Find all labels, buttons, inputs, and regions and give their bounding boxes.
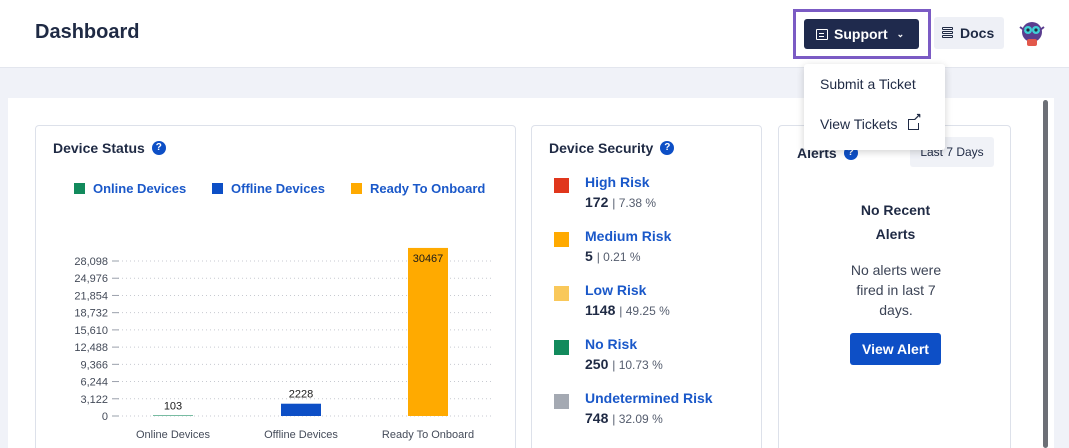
risk-swatch	[554, 178, 569, 193]
support-highlight-frame	[793, 9, 931, 59]
risk-swatch	[554, 394, 569, 409]
help-icon[interactable]: ?	[151, 141, 166, 155]
docs-button[interactable]: Docs	[934, 17, 1004, 49]
legend-offline[interactable]: Offline Devices	[212, 181, 325, 196]
y-tick-label: 9,366	[80, 359, 108, 371]
legend-label: Offline Devices	[231, 181, 325, 196]
risk-count: 1148	[585, 302, 616, 318]
y-tick-label: 3,122	[80, 394, 108, 406]
y-tick-label: 12,488	[74, 342, 108, 354]
risk-swatch	[554, 286, 569, 301]
risk-count: 250	[585, 356, 609, 372]
device-status-title: Device Status ?	[53, 140, 166, 156]
page-title: Dashboard	[35, 21, 140, 43]
risk-count: 172	[585, 194, 609, 210]
avatar[interactable]	[1016, 17, 1048, 49]
x-tick-label: Ready To Onboard	[382, 429, 474, 441]
device-security-title: Device Security ?	[549, 140, 675, 156]
risk-value: 1148 | 49.25 %	[585, 302, 670, 318]
legend-swatch	[351, 183, 362, 194]
view-alert-button[interactable]: View Alert	[850, 333, 941, 365]
menu-item-label: Submit a Ticket	[820, 76, 916, 92]
risk-value: 5 | 0.21 %	[585, 248, 641, 264]
bar-data-label: 30467	[413, 253, 444, 265]
empty-state-title: No Recent Alerts	[779, 198, 1012, 246]
y-tick-label: 0	[102, 411, 108, 423]
legend-label: Ready To Onboard	[370, 181, 486, 196]
legend-online[interactable]: Online Devices	[74, 181, 186, 196]
empty-title-line: No Recent	[860, 202, 931, 218]
chevron-down-icon: ⌄	[896, 28, 905, 39]
card-title-text: Device Status	[53, 140, 145, 156]
bar-online-devices	[153, 415, 193, 416]
risk-swatch	[554, 340, 569, 355]
alerts-card: Alerts ? Last 7 Days No Recent Alerts No…	[778, 125, 1011, 448]
x-tick-label: Online Devices	[136, 429, 210, 441]
device-status-chart: 0 3,122 6,244 9,366 12,488 15,610 18,732 21,854…	[74, 247, 491, 441]
risk-value: 748 | 32.09 %	[585, 410, 663, 426]
risk-name[interactable]: No Risk	[585, 336, 638, 352]
risk-percent: | 32.09 %	[612, 412, 663, 426]
risk-count: 748	[585, 410, 609, 426]
docs-label: Docs	[960, 25, 995, 41]
ticket-icon	[816, 28, 828, 40]
support-dropdown-menu: Submit a Ticket View Tickets	[804, 64, 945, 150]
x-tick-label: Offline Devices	[264, 429, 338, 441]
risk-value: 172 | 7.38 %	[585, 194, 656, 210]
risk-percent: | 10.73 %	[612, 358, 663, 372]
help-icon[interactable]: ?	[660, 141, 675, 155]
y-tick-label: 24,976	[74, 273, 108, 285]
bar-ready-to-onboard	[408, 247, 448, 416]
device-status-card: Device Status ? Online Devices Offline D…	[35, 125, 516, 448]
docs-icon	[942, 27, 953, 39]
bar-data-label: 103	[164, 400, 182, 412]
y-tick-label: 21,854	[74, 290, 108, 302]
risk-count: 5	[585, 248, 593, 264]
y-tick-label: 18,732	[74, 308, 108, 320]
risk-name[interactable]: High Risk	[585, 174, 650, 190]
menu-item-view-tickets[interactable]: View Tickets	[820, 113, 922, 133]
risk-percent: | 0.21 %	[596, 250, 641, 264]
risk-value: 250 | 10.73 %	[585, 356, 663, 372]
risk-percent: | 7.38 %	[612, 196, 657, 210]
menu-item-submit-ticket[interactable]: Submit a Ticket	[820, 76, 916, 92]
risk-name[interactable]: Low Risk	[585, 282, 647, 298]
support-label: Support	[834, 26, 888, 42]
risk-name[interactable]: Medium Risk	[585, 228, 672, 244]
risk-swatch	[554, 232, 569, 247]
bar-offline-devices	[281, 403, 321, 416]
scrollbar[interactable]	[1043, 100, 1048, 448]
card-title-text: Device Security	[549, 140, 654, 156]
legend-swatch	[74, 183, 85, 194]
device-security-card: Device Security ? High Risk 172 | 7.38 %…	[531, 125, 762, 448]
empty-title-line: Alerts	[875, 226, 916, 242]
support-button[interactable]: Support ⌄	[804, 19, 919, 49]
bar-data-label: 2228	[289, 389, 313, 401]
risk-percent: | 49.25 %	[619, 304, 670, 318]
menu-item-label: View Tickets	[820, 116, 898, 132]
empty-state-message: No alerts were fired in last 7 days.	[850, 262, 942, 318]
legend-ready[interactable]: Ready To Onboard	[351, 181, 485, 196]
external-link-icon	[907, 113, 922, 130]
risk-name[interactable]: Undetermined Risk	[585, 390, 713, 406]
y-tick-label: 28,098	[74, 256, 108, 268]
legend-swatch	[212, 183, 223, 194]
y-tick-label: 6,244	[80, 377, 108, 389]
y-tick-label: 15,610	[74, 325, 108, 337]
legend-label: Online Devices	[93, 181, 187, 196]
